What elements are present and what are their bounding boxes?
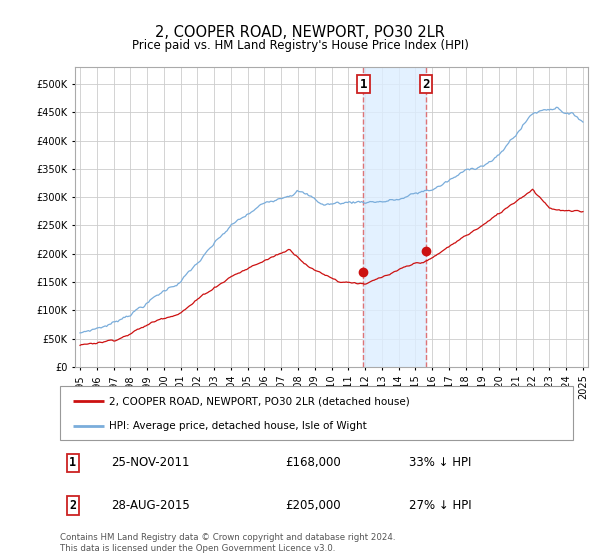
Text: 33% ↓ HPI: 33% ↓ HPI [409,456,471,469]
Text: £168,000: £168,000 [286,456,341,469]
Text: £205,000: £205,000 [286,499,341,512]
Bar [364,67,426,367]
Text: 25-NOV-2011: 25-NOV-2011 [112,456,190,469]
Text: This data is licensed under the Open Government Licence v3.0.: This data is licensed under the Open Gov… [60,544,335,553]
Text: 2, COOPER ROAD, NEWPORT, PO30 2LR: 2, COOPER ROAD, NEWPORT, PO30 2LR [155,25,445,40]
Text: 1: 1 [69,456,76,469]
Text: Contains HM Land Registry data © Crown copyright and database right 2024.: Contains HM Land Registry data © Crown c… [60,533,395,542]
Text: 2, COOPER ROAD, NEWPORT, PO30 2LR (detached house): 2, COOPER ROAD, NEWPORT, PO30 2LR (detac… [109,396,409,407]
Text: HPI: Average price, detached house, Isle of Wight: HPI: Average price, detached house, Isle… [109,421,367,431]
Text: 27% ↓ HPI: 27% ↓ HPI [409,499,472,512]
Text: Price paid vs. HM Land Registry's House Price Index (HPI): Price paid vs. HM Land Registry's House … [131,39,469,52]
Text: 2: 2 [422,78,430,91]
Text: 2: 2 [69,499,76,512]
FancyBboxPatch shape [60,386,573,440]
Text: 28-AUG-2015: 28-AUG-2015 [112,499,190,512]
Text: 1: 1 [359,78,367,91]
